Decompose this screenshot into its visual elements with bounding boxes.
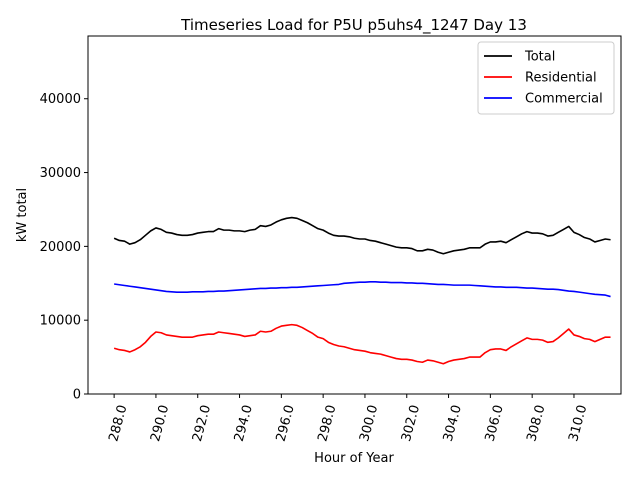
legend-label-commercial: Commercial	[525, 92, 603, 107]
series-line-commercial	[114, 280, 611, 298]
legend-box	[477, 41, 615, 115]
x-axis-label: Hour of Year	[314, 451, 394, 466]
series-line-total	[113, 216, 611, 255]
legend-label-total: Total	[524, 50, 555, 65]
y-axis-label: kW total	[15, 188, 30, 242]
chart-title: Timeseries Load for P5U p5uhs4_1247 Day …	[180, 16, 527, 35]
plot-frame	[87, 35, 622, 395]
y-axis: 0 10000 20000 30000 40000	[40, 92, 88, 403]
series-line-residential	[113, 323, 611, 365]
y-tick-label: 10000	[40, 314, 81, 329]
plot-lines	[113, 216, 611, 365]
legend-label-residential: Residential	[525, 71, 597, 86]
y-tick-label: 20000	[40, 240, 81, 255]
y-tick-label: 40000	[40, 92, 81, 107]
y-tick-label: 30000	[40, 166, 81, 181]
y-tick-label: 0	[73, 388, 81, 403]
legend: Total Residential Commercial	[477, 41, 615, 115]
